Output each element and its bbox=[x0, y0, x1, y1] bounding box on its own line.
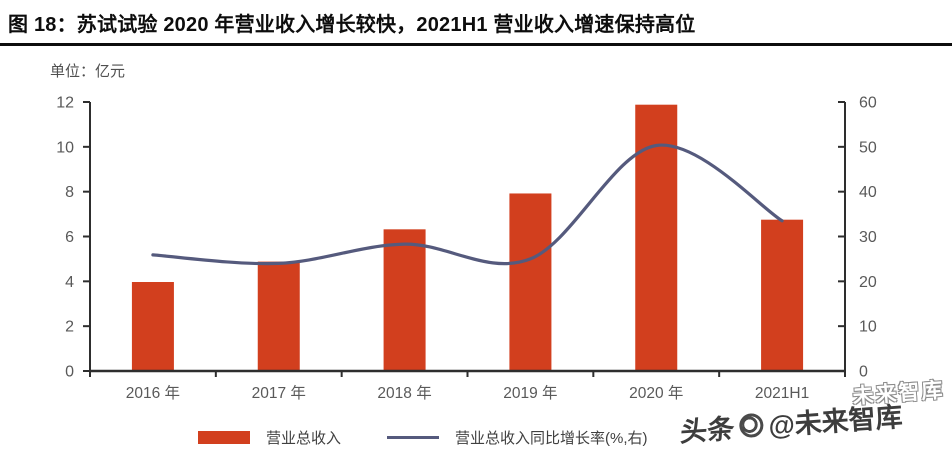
x-axis-category-label: 2021H1 bbox=[755, 385, 809, 402]
growth-line-swatch bbox=[387, 436, 440, 439]
y-axis-left-tick-label: 8 bbox=[65, 184, 74, 201]
x-axis-category-label: 2019 年 bbox=[503, 384, 557, 402]
legend-item-revenue: 营业总收入 bbox=[198, 427, 341, 448]
y-axis-right-tick-label: 50 bbox=[859, 139, 877, 156]
x-axis-category-label: 2018 年 bbox=[377, 384, 431, 402]
legend-label-revenue: 营业总收入 bbox=[266, 430, 342, 447]
unit-label: 单位：亿元 bbox=[50, 63, 126, 80]
revenue-bar bbox=[383, 229, 426, 371]
x-axis-category-label: 2016 年 bbox=[126, 384, 180, 402]
y-axis-left-tick-label: 2 bbox=[65, 319, 74, 336]
x-axis-category-label: 2017 年 bbox=[252, 384, 306, 402]
y-axis-right-tick-label: 10 bbox=[859, 319, 877, 336]
revenue-bar bbox=[131, 282, 174, 371]
y-axis-right-tick-label: 30 bbox=[859, 229, 877, 246]
revenue-bar bbox=[509, 193, 552, 371]
y-axis-right-tick-label: 60 bbox=[859, 95, 877, 112]
y-axis-right-tick-label: 0 bbox=[859, 364, 868, 381]
y-axis-left-tick-label: 6 bbox=[65, 229, 74, 246]
legend-label-growth: 营业总收入同比增长率(%,右) bbox=[455, 430, 648, 447]
y-axis-right-tick-label: 20 bbox=[859, 274, 877, 291]
revenue-bar-swatch bbox=[198, 431, 250, 444]
x-axis-category-label: 2020 年 bbox=[629, 384, 683, 402]
y-axis-right-tick-label: 40 bbox=[859, 184, 877, 201]
y-axis-left-tick-label: 4 bbox=[65, 274, 74, 291]
revenue-bar bbox=[761, 219, 804, 371]
chart-legend: 营业总收入 营业总收入同比增长率(%,右) bbox=[198, 427, 648, 448]
y-axis-left-tick-label: 12 bbox=[56, 95, 74, 112]
revenue-bar bbox=[257, 261, 300, 371]
legend-item-growth: 营业总收入同比增长率(%,右) bbox=[387, 427, 648, 448]
y-axis-left-tick-label: 0 bbox=[65, 364, 74, 381]
figure-title: 图 18：苏试试验 2020 年营业收入增长较快，2021H1 营业收入增速保持… bbox=[0, 0, 952, 46]
growth-rate-line bbox=[151, 143, 784, 266]
y-axis-left-tick-label: 10 bbox=[56, 139, 74, 156]
